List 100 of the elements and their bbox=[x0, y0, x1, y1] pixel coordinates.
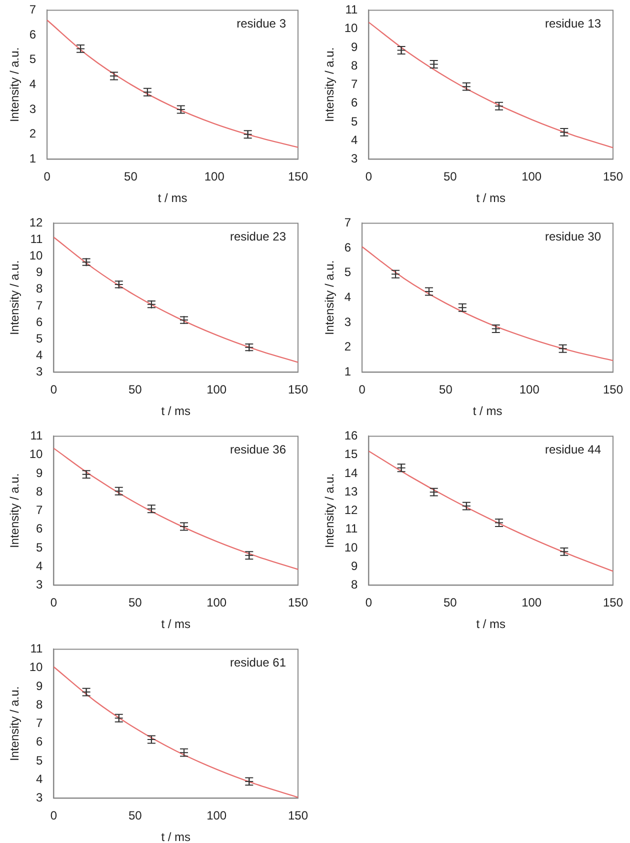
x-axis-title: t / ms bbox=[472, 404, 502, 418]
y-tick-label: 10 bbox=[29, 248, 44, 263]
y-tick-label: 5 bbox=[344, 265, 352, 280]
x-tick-label: 0 bbox=[44, 170, 51, 184]
y-tick-label: 4 bbox=[344, 290, 352, 304]
y-tick-label: 3 bbox=[36, 790, 44, 805]
x-tick-label: 0 bbox=[50, 596, 58, 610]
y-axis-title: Intensity / a.u. bbox=[322, 260, 337, 336]
y-tick-label: 8 bbox=[351, 58, 358, 72]
y-axis-title: Intensity / a.u. bbox=[8, 686, 22, 762]
x-axis-title: t / ms bbox=[476, 617, 506, 632]
annotation: residue 61 bbox=[230, 656, 286, 670]
y-tick-label: 8 bbox=[36, 282, 44, 296]
y-tick-label: 10 bbox=[344, 540, 358, 554]
x-tick-label: 50 bbox=[439, 382, 453, 397]
y-tick-label: 3 bbox=[344, 314, 352, 329]
y-tick-label: 5 bbox=[36, 753, 44, 768]
x-tick-label: 100 bbox=[519, 382, 540, 397]
x-tick-label: 100 bbox=[206, 382, 227, 397]
y-tick-label: 3 bbox=[351, 152, 358, 166]
y-axis-title: Intensity / a.u. bbox=[8, 47, 22, 122]
y-tick-label: 11 bbox=[30, 642, 44, 656]
x-tick-label: 0 bbox=[365, 596, 372, 610]
y-tick-label: 9 bbox=[36, 466, 44, 480]
x-tick-label: 150 bbox=[288, 808, 308, 823]
y-tick-label: 3 bbox=[36, 578, 44, 592]
x-tick-label: 0 bbox=[50, 382, 58, 397]
y-tick-label: 7 bbox=[36, 716, 44, 730]
x-tick-label: 0 bbox=[50, 808, 58, 823]
x-tick-label: 150 bbox=[288, 170, 308, 184]
y-tick-label: 7 bbox=[351, 77, 358, 92]
y-tick-label: 8 bbox=[36, 484, 44, 498]
y-tick-label: 6 bbox=[344, 240, 352, 254]
x-tick-label: 150 bbox=[602, 596, 624, 610]
y-tick-label: 6 bbox=[36, 522, 44, 536]
x-axis-title: t / ms bbox=[161, 404, 191, 418]
annotation: residue 36 bbox=[230, 442, 286, 457]
y-tick-label: 9 bbox=[351, 40, 358, 54]
y-tick-label: 11 bbox=[30, 232, 44, 246]
y-axis-title: Intensity / a.u. bbox=[322, 473, 337, 548]
x-tick-label: 0 bbox=[358, 382, 366, 397]
x-tick-label: 50 bbox=[443, 170, 458, 184]
y-tick-label: 2 bbox=[29, 126, 36, 141]
x-tick-label: 100 bbox=[204, 170, 225, 184]
x-axis-title: t / ms bbox=[476, 191, 506, 206]
x-tick-label: 150 bbox=[288, 596, 308, 610]
y-tick-label: 1 bbox=[344, 364, 352, 379]
x-axis-title: t / ms bbox=[161, 617, 191, 632]
y-tick-label: 10 bbox=[29, 660, 44, 674]
y-tick-label: 4 bbox=[36, 558, 44, 573]
x-tick-label: 0 bbox=[365, 170, 372, 184]
annotation: residue 23 bbox=[230, 230, 286, 244]
y-tick-label: 6 bbox=[36, 314, 44, 329]
y-tick-label: 1 bbox=[29, 152, 36, 166]
y-tick-label: 4 bbox=[36, 772, 44, 786]
annotation: residue 44 bbox=[544, 442, 602, 457]
y-tick-label: 5 bbox=[36, 331, 44, 346]
y-tick-label: 2 bbox=[344, 340, 352, 354]
y-tick-label: 4 bbox=[36, 348, 44, 362]
y-tick-label: 7 bbox=[29, 2, 36, 17]
y-tick-label: 16 bbox=[344, 428, 358, 443]
line-series bbox=[46, 20, 299, 148]
y-tick-label: 7 bbox=[344, 216, 352, 230]
y-tick-label: 15 bbox=[344, 447, 358, 462]
y-tick-label: 5 bbox=[29, 52, 36, 66]
y-tick-label: 5 bbox=[351, 114, 358, 128]
y-tick-label: 12 bbox=[29, 216, 44, 230]
y-tick-label: 7 bbox=[36, 503, 44, 518]
y-tick-label: 12 bbox=[344, 503, 358, 518]
y-tick-label: 6 bbox=[36, 734, 44, 749]
x-tick-label: 150 bbox=[602, 170, 624, 184]
y-axis-title: Intensity / a.u. bbox=[8, 473, 22, 548]
annotation: residue 3 bbox=[236, 16, 286, 31]
y-tick-label: 3 bbox=[29, 102, 36, 116]
y-axis-title: Intensity / a.u. bbox=[8, 260, 22, 336]
x-tick-label: 50 bbox=[128, 808, 142, 823]
y-tick-label: 11 bbox=[345, 522, 358, 536]
annotation: residue 30 bbox=[544, 230, 602, 244]
y-tick-label: 11 bbox=[345, 2, 358, 17]
y-tick-label: 14 bbox=[344, 466, 358, 480]
y-tick-label: 3 bbox=[36, 364, 44, 379]
y-tick-label: 5 bbox=[36, 540, 44, 554]
x-tick-label: 100 bbox=[522, 596, 542, 610]
x-tick-label: 150 bbox=[602, 382, 624, 397]
x-tick-label: 50 bbox=[128, 596, 142, 610]
y-tick-label: 11 bbox=[30, 428, 44, 443]
x-axis-title: t / ms bbox=[161, 830, 191, 843]
y-tick-label: 10 bbox=[344, 21, 358, 36]
x-tick-label: 50 bbox=[443, 596, 458, 610]
x-tick-label: 100 bbox=[522, 170, 542, 184]
line-series bbox=[361, 246, 614, 362]
y-tick-label: 10 bbox=[29, 447, 44, 462]
y-tick-label: 9 bbox=[36, 678, 44, 693]
x-axis-title: t / ms bbox=[158, 191, 188, 206]
x-tick-label: 100 bbox=[206, 596, 227, 610]
x-tick-label: 50 bbox=[128, 382, 142, 397]
y-tick-label: 6 bbox=[29, 27, 36, 42]
x-tick-label: 150 bbox=[288, 382, 308, 397]
y-tick-label: 4 bbox=[29, 77, 36, 92]
annotation: residue 13 bbox=[544, 16, 602, 31]
